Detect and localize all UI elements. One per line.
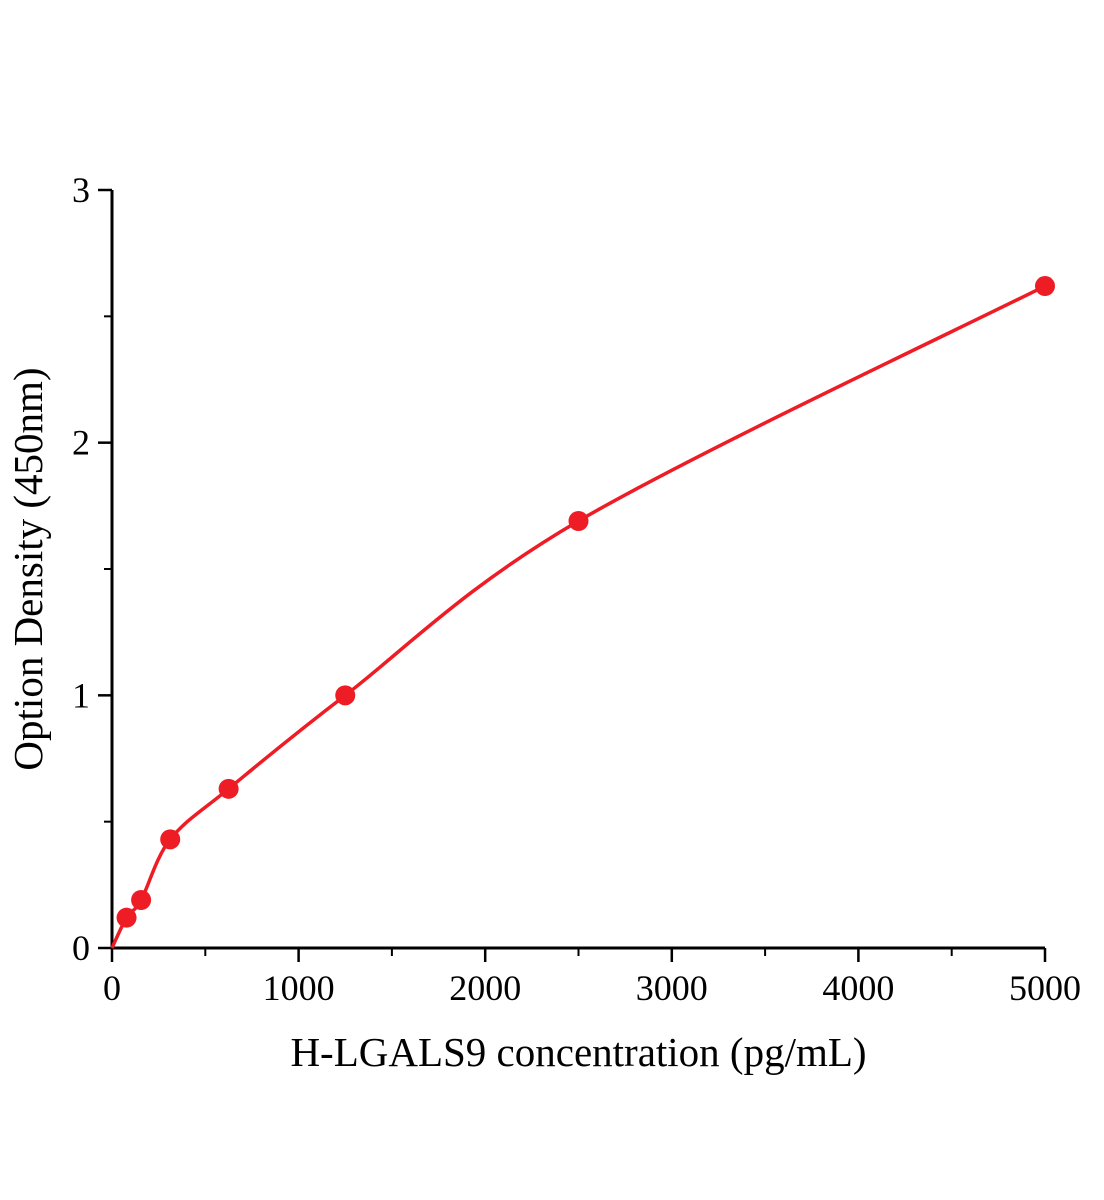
y-tick-label: 0 [72, 928, 90, 968]
axis-ticks [98, 188, 1047, 962]
x-tick-label: 4000 [822, 968, 894, 1008]
axes [110, 190, 1045, 950]
data-point [131, 889, 152, 910]
y-tick-label: 3 [72, 170, 90, 210]
data-point [568, 510, 589, 531]
data-point [1035, 276, 1055, 297]
y-axis-label: Option Density (450nm) [5, 367, 51, 770]
x-tick-label: 0 [103, 968, 121, 1008]
data-point [218, 778, 239, 799]
data-point [116, 907, 137, 928]
y-tick-label: 2 [72, 423, 90, 463]
x-tick-label: 3000 [636, 968, 708, 1008]
axis-tick-labels: 0 1000 2000 3000 4000 5000 0 1 2 3 [72, 170, 1081, 1008]
data-point [160, 829, 181, 850]
fit-curve [110, 284, 1046, 949]
data-series [110, 276, 1055, 949]
data-point [335, 685, 356, 706]
x-tick-label: 5000 [1009, 968, 1081, 1008]
x-tick-label: 2000 [449, 968, 521, 1008]
x-axis-label: H-LGALS9 concentration (pg/mL) [290, 1029, 866, 1075]
y-tick-label: 1 [72, 675, 90, 715]
x-tick-label: 1000 [263, 968, 335, 1008]
